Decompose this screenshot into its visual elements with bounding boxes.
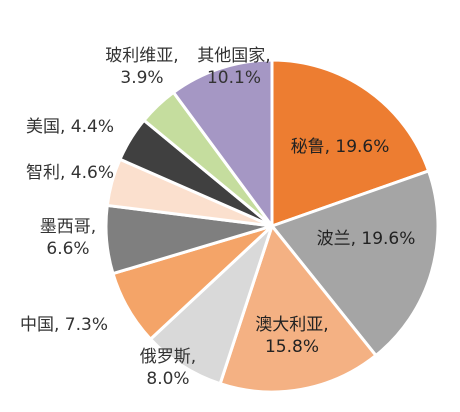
pie-slice-1 [270, 169, 440, 357]
pie-label-7: 美国, 4.4% [26, 117, 114, 137]
pie-label-4: 中国, 7.3% [20, 315, 108, 335]
slices-layer [104, 58, 440, 394]
pie-slice-9 [172, 58, 274, 228]
pie-label-8: 玻利维亚, 3.9% [105, 46, 178, 88]
pie-label-5: 墨西哥, 6.6% [40, 217, 96, 259]
pie-label-6: 智利, 4.6% [26, 163, 114, 183]
pie-label-9: 其他国家, 10.1% [197, 46, 270, 88]
labels-layer: 秘鲁, 19.6% 波兰, 19.6% 澳大利亚, 15.8% 俄罗斯, 8.0% 中国, … [20, 46, 415, 389]
pie-label-1: 波兰, 19.6% [317, 229, 416, 249]
pie-label-2: 澳大利亚, 15.8% [255, 315, 328, 357]
pie-label-3: 俄罗斯, 8.0% [140, 347, 196, 389]
pie-label-0: 秘鲁, 19.6% [291, 137, 390, 157]
